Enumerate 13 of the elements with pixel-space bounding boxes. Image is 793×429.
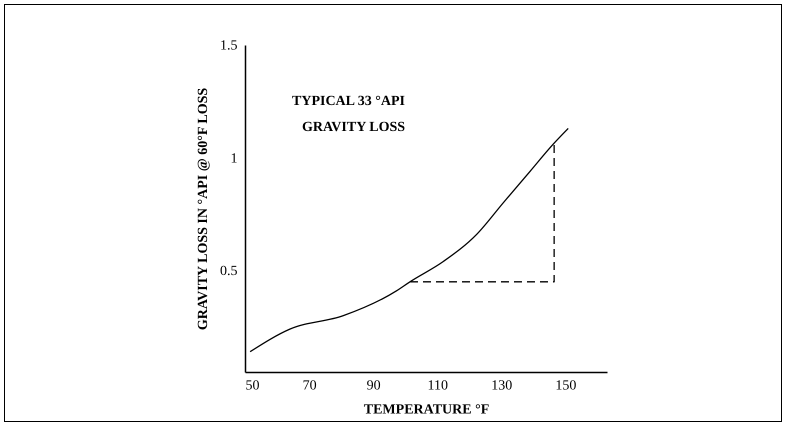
y-tick-label: 0.5 bbox=[220, 264, 238, 280]
annotation: GRAVITY LOSS bbox=[302, 120, 406, 135]
y-tick-label: 1 bbox=[230, 151, 238, 166]
x-tick-label: 70 bbox=[302, 378, 317, 394]
y-tick-label: 1.5 bbox=[220, 38, 238, 54]
x-tick-label: 90 bbox=[366, 378, 381, 394]
x-tick-label: 50 bbox=[246, 378, 260, 394]
x-tick-label: 130 bbox=[491, 378, 512, 394]
x-tick-label: 110 bbox=[427, 378, 448, 394]
x-axis-title: TEMPERATURE °F bbox=[364, 402, 490, 418]
annotation: TYPICAL 33 °API bbox=[292, 94, 405, 109]
y-axis-title: GRAVITY LOSS IN °API @ 60°F LOSS bbox=[196, 88, 211, 330]
x-tick-label: 150 bbox=[555, 378, 576, 394]
